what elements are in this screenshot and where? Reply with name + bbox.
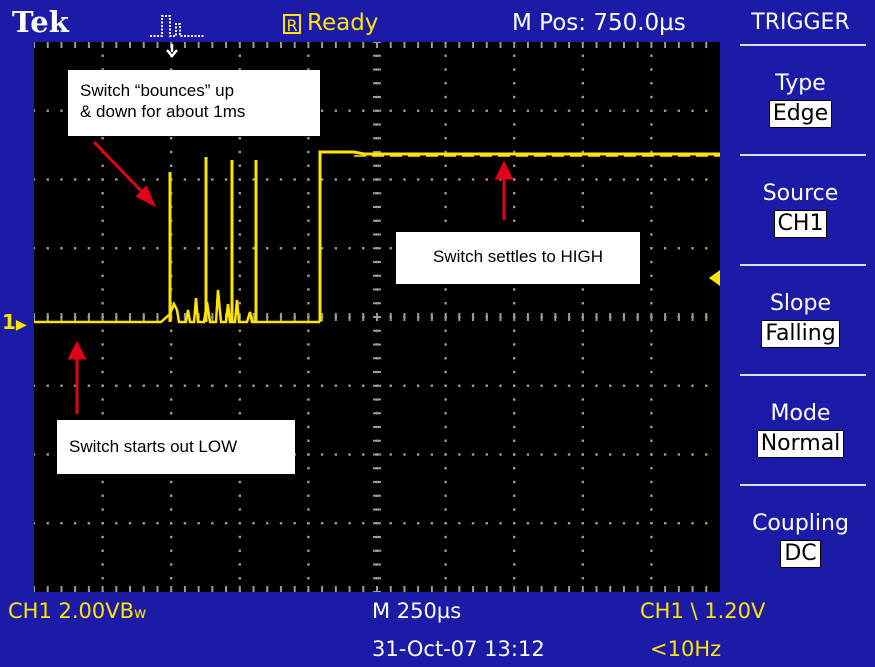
menu-item-label: Coupling: [752, 511, 849, 536]
ready-indicator-box: R: [283, 14, 301, 35]
annotation-starts: Switch starts out LOW: [57, 420, 295, 474]
waveform-graticule: [34, 42, 720, 592]
pulse-icon: [150, 15, 204, 37]
ch1-scale-readout: CH1 2.00VBw: [8, 598, 146, 626]
horizontal-position-readout: M Pos: 750.0µs: [512, 10, 686, 36]
red-arrows: [67, 140, 514, 414]
datetime-readout: 31-Oct-07 13:12: [372, 637, 545, 661]
channel-1-marker-icon: 1▶: [2, 310, 27, 334]
menu-item-source[interactable]: Source CH1: [734, 180, 867, 238]
trigger-level-arrow-icon: [709, 270, 720, 286]
menu-item-slope[interactable]: Slope Falling: [734, 290, 867, 348]
brand-logo: Tek: [12, 5, 69, 39]
bandwidth-limit-suffix: w: [134, 604, 147, 622]
frequency-readout: <10Hz: [650, 637, 722, 661]
acquisition-status: Ready: [307, 10, 379, 36]
menu-item-value: Edge: [768, 100, 833, 128]
annotation-bounce: Switch “bounces” up & down for about 1ms: [68, 70, 320, 136]
ch1-scale-text: CH1 2.00VB: [8, 599, 135, 623]
menu-item-value: CH1: [773, 210, 828, 238]
menu-item-label: Slope: [769, 291, 832, 316]
trigger-position-arrow-icon: [166, 44, 178, 58]
menu-divider: [740, 484, 866, 486]
menu-item-label: Type: [775, 71, 826, 96]
menu-item-coupling[interactable]: Coupling DC: [734, 510, 867, 568]
channel-marker-label: 1: [2, 310, 16, 334]
menu-divider: [740, 374, 866, 376]
menu-divider: [740, 264, 866, 266]
trigger-menu: TRIGGER Type Edge Source CH1 Slope Falli…: [726, 0, 875, 592]
ch1-trace: [34, 150, 720, 324]
annotation-settles: Switch settles to HIGH: [396, 232, 640, 284]
trigger-readout: CH1 \ 1.20V: [640, 599, 766, 623]
menu-item-type[interactable]: Type Edge: [734, 70, 867, 128]
menu-item-value: Normal: [756, 430, 845, 458]
menu-item-label: Mode: [770, 401, 831, 426]
menu-item-label: Source: [762, 181, 839, 206]
menu-item-mode[interactable]: Mode Normal: [734, 400, 867, 458]
menu-item-value: DC: [780, 540, 821, 568]
waveform-display: Switch “bounces” up & down for about 1ms…: [34, 42, 720, 592]
menu-divider: [740, 44, 866, 46]
menu-divider: [740, 154, 866, 156]
menu-title: TRIGGER: [751, 10, 850, 35]
menu-item-value: Falling: [761, 320, 840, 348]
timebase-readout: M 250µs: [372, 599, 462, 623]
